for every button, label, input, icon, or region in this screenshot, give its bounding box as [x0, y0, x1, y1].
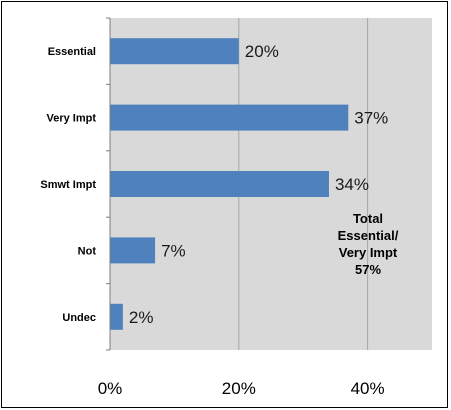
annotation-line-3: Very Impt	[338, 245, 398, 260]
bar-smwt-impt	[110, 171, 329, 197]
category-label: Essential	[48, 46, 96, 58]
data-label: 7%	[161, 241, 186, 260]
data-label: 34%	[335, 175, 369, 194]
annotation-line-2: Essential/	[337, 228, 399, 243]
bars	[110, 38, 349, 330]
annotation-line-1: Total	[352, 211, 384, 226]
x-tick-labels: 0% 20% 40%	[98, 379, 385, 398]
x-tick-label: 0%	[98, 379, 123, 398]
category-label: Very Impt	[46, 113, 96, 125]
data-label: 37%	[354, 109, 388, 128]
category-label: Undec	[62, 312, 96, 324]
x-tick-label: 20%	[222, 379, 256, 398]
x-tick-label: 40%	[351, 379, 385, 398]
category-label: Not	[78, 245, 97, 257]
bar-undec	[110, 303, 123, 330]
category-label: Smwt Impt	[40, 179, 96, 191]
bar-very-impt	[110, 104, 349, 131]
category-labels: Essential Very Impt Smwt Impt Not Undec	[40, 46, 96, 324]
data-labels: 20% 37% 34% 7% 2%	[129, 42, 388, 327]
bar-essential	[110, 38, 239, 65]
data-label: 2%	[129, 308, 154, 327]
axes	[106, 17, 111, 351]
total-annotation: Total Essential/ Very Impt 57%	[330, 210, 406, 278]
data-label: 20%	[245, 42, 279, 61]
bar-not	[110, 237, 156, 264]
annotation-line-4: 57%	[354, 262, 382, 277]
